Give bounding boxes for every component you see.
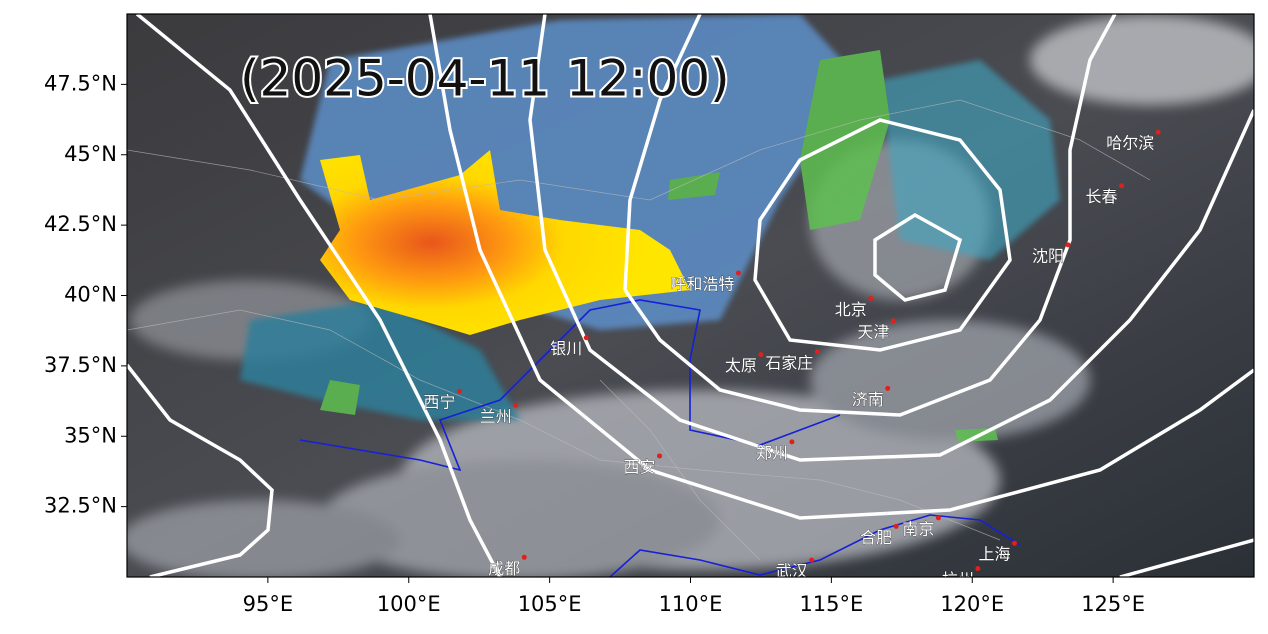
x-tick-label: 105°E	[518, 592, 582, 616]
y-tick-label: 35°N	[64, 423, 117, 447]
city-label: 合肥	[860, 528, 892, 547]
map-title: (2025-04-11 12:00)	[240, 50, 730, 108]
city-dot	[885, 385, 891, 391]
borders	[127, 99, 1151, 561]
city-label: 郑州	[756, 443, 788, 462]
city-label: 成都	[488, 559, 520, 578]
city-dot	[1155, 129, 1161, 135]
city-label: 太原	[725, 356, 757, 375]
city-label: 西宁	[423, 393, 455, 412]
city-dot	[975, 566, 981, 572]
city-label: 银川	[550, 339, 582, 358]
city-label: 兰州	[480, 407, 512, 426]
city-dot	[1012, 540, 1018, 546]
y-tick-label: 47.5°N	[44, 71, 117, 95]
city-dot	[1119, 183, 1125, 189]
city-dot	[789, 439, 795, 445]
city-dot	[758, 352, 764, 358]
y-tick-label: 32.5°N	[44, 494, 117, 518]
city-label: 呼和浩特	[670, 274, 734, 293]
city-dot	[583, 335, 589, 341]
city-label: 哈尔滨	[1106, 134, 1154, 153]
dust-area	[320, 150, 690, 335]
city-label: 沈阳	[1032, 246, 1064, 265]
y-tick-label: 40°N	[64, 283, 117, 307]
y-tick-label: 45°N	[64, 142, 117, 166]
city-label: 北京	[835, 300, 867, 319]
rivers	[299, 299, 1021, 577]
y-tick-label: 42.5°N	[44, 212, 117, 236]
isobars	[127, 14, 1254, 577]
city-dot	[890, 318, 896, 324]
city-label: 武汉	[776, 562, 808, 581]
y-tick-label: 37.5°N	[44, 353, 117, 377]
city-label: 杭州	[942, 570, 974, 589]
city-dot	[935, 515, 941, 521]
city-dot	[521, 554, 527, 560]
city-label: 济南	[852, 390, 884, 409]
city-dot	[513, 402, 519, 408]
city-label: 天津	[857, 322, 889, 341]
city-dot	[809, 557, 815, 563]
city-dot	[893, 523, 899, 529]
city-label: 上海	[978, 545, 1010, 564]
city-dot	[1065, 242, 1071, 248]
x-tick-label: 110°E	[659, 592, 723, 616]
x-tick-label: 120°E	[940, 592, 1004, 616]
city-dot	[814, 349, 820, 355]
x-tick-label: 115°E	[799, 592, 863, 616]
city-dot	[735, 270, 741, 276]
city-label: 西安	[623, 457, 655, 476]
axes: 95°E 100°E 105°E 110°E 115°E 120°E 125°E 32.5°N…	[44, 71, 1145, 616]
x-tick-label: 100°E	[377, 592, 441, 616]
city-label: 石家庄	[765, 353, 813, 372]
x-tick-label: 95°E	[243, 592, 294, 616]
city-label: 南京	[902, 519, 934, 538]
city-dot	[657, 453, 663, 459]
city-dot	[456, 388, 462, 394]
city-label: 长春	[1086, 187, 1118, 206]
x-tick-label: 125°E	[1081, 592, 1145, 616]
city-dot	[868, 295, 874, 301]
